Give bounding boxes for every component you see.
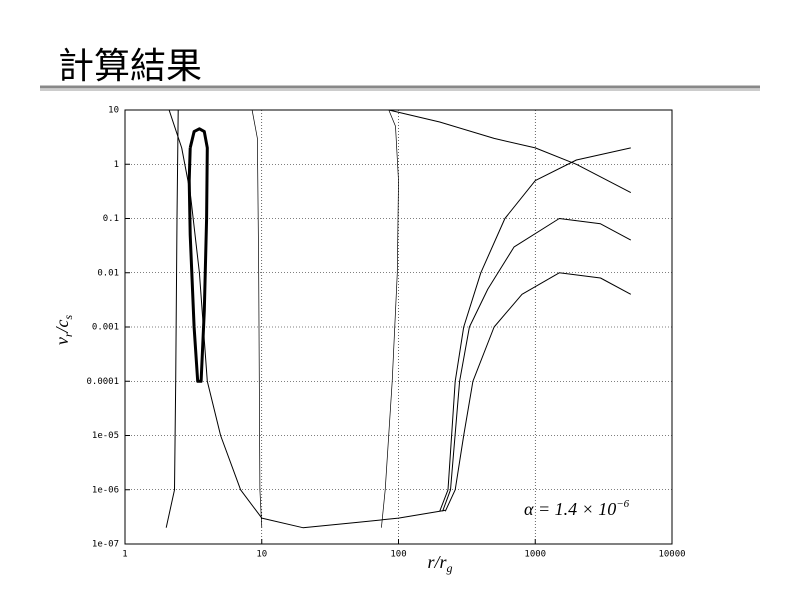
curve bbox=[442, 218, 632, 512]
x-label-part: r/r bbox=[427, 552, 447, 572]
x-tick-label: 1000 bbox=[524, 550, 546, 560]
curve bbox=[168, 109, 446, 529]
annotation-main: α = 1.4 × 10 bbox=[524, 499, 616, 519]
y-label-part: v bbox=[52, 337, 72, 345]
curve bbox=[251, 109, 263, 528]
slide-title: 計算結果 bbox=[58, 46, 202, 87]
y-label-part: /c bbox=[52, 319, 72, 333]
curve bbox=[165, 109, 179, 528]
y-tick-label: 0.01 bbox=[97, 268, 119, 278]
y-axis-label: vr/cs bbox=[52, 315, 75, 346]
x-tick-label: 1 bbox=[122, 550, 127, 560]
y-tick-label: 10 bbox=[108, 106, 119, 116]
curve bbox=[187, 127, 209, 383]
annotation-exp: −6 bbox=[616, 498, 629, 510]
x-tick-label: 10000 bbox=[658, 550, 685, 560]
y-tick-label: 1e-05 bbox=[92, 431, 119, 441]
y-tick-label: 0.001 bbox=[92, 323, 119, 333]
annotation: α = 1.4 × 10−6 bbox=[524, 498, 630, 519]
curve bbox=[381, 109, 399, 528]
curve bbox=[439, 147, 631, 512]
y-label-sub: s bbox=[61, 315, 75, 320]
y-label-sub: r bbox=[61, 332, 75, 337]
y-tick-label: 1e-07 bbox=[92, 540, 119, 550]
y-tick-label: 0.0001 bbox=[86, 377, 119, 387]
x-label-sub: g bbox=[447, 561, 453, 575]
x-axis-label: r/rg bbox=[427, 552, 452, 575]
y-tick-label: 1e-06 bbox=[92, 485, 119, 495]
curve bbox=[388, 109, 632, 194]
x-tick-label: 100 bbox=[390, 550, 406, 560]
y-tick-label: 1 bbox=[114, 160, 119, 170]
y-tick-label: 0.1 bbox=[103, 214, 119, 224]
x-tick-label: 10 bbox=[256, 550, 267, 560]
curve bbox=[444, 272, 632, 512]
